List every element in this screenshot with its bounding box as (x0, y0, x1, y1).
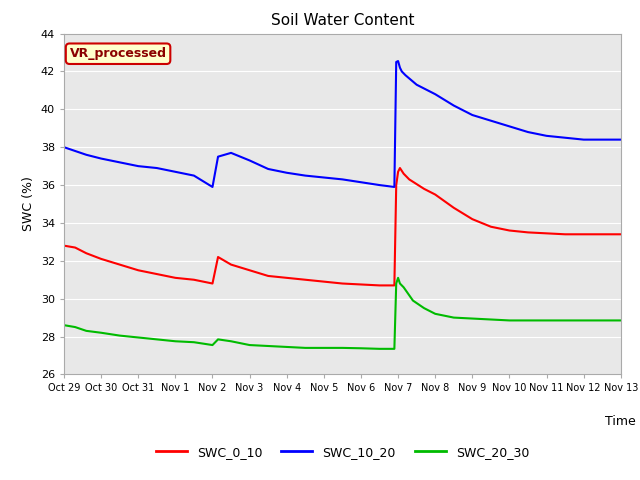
Y-axis label: SWC (%): SWC (%) (22, 177, 35, 231)
Title: Soil Water Content: Soil Water Content (271, 13, 414, 28)
Text: VR_processed: VR_processed (70, 47, 166, 60)
Legend: SWC_0_10, SWC_10_20, SWC_20_30: SWC_0_10, SWC_10_20, SWC_20_30 (150, 441, 534, 464)
X-axis label: Time: Time (605, 415, 636, 428)
